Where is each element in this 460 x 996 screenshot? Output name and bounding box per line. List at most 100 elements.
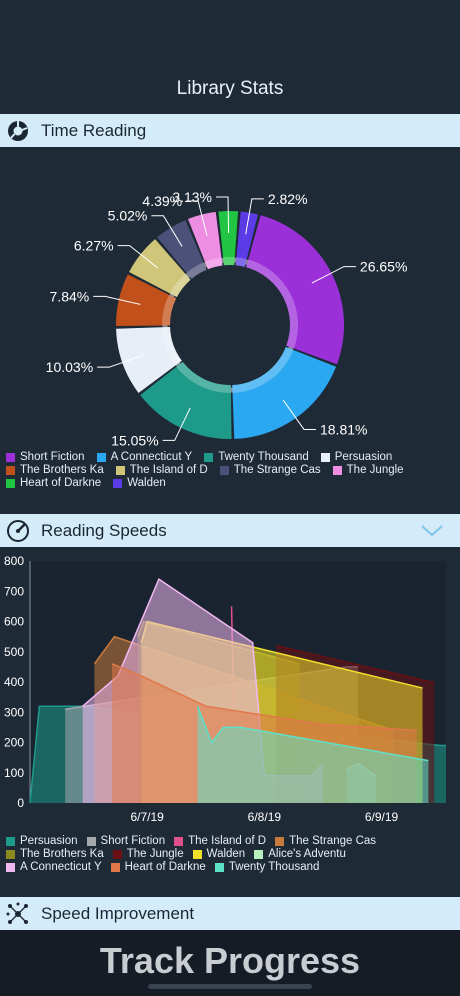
legend-item[interactable]: Persuasion [320, 451, 393, 464]
legend-swatch [6, 837, 15, 846]
legend-label: Walden [127, 477, 166, 489]
legend-label: The Brothers Ka [20, 464, 104, 476]
legend-swatch [6, 453, 15, 462]
pie-label: 15.05% [111, 432, 158, 447]
legend-item[interactable]: Twenty Thousand [204, 451, 309, 464]
legend-item[interactable]: The Jungle [112, 848, 184, 861]
legend-item[interactable]: The Island of D [174, 835, 266, 848]
pie-slice[interactable] [187, 211, 223, 270]
pie-leader-line [245, 198, 264, 235]
legend-swatch [6, 466, 15, 475]
pie-slice-band [246, 259, 298, 349]
pie-label: 3.13% [172, 189, 212, 205]
legend-row: Heart of Darkne Walden [6, 477, 416, 490]
pie-label: 26.65% [360, 259, 407, 275]
y-tick-label: 400 [4, 675, 24, 689]
pie-slice-band [235, 257, 247, 267]
area-series-line [196, 705, 429, 762]
legend-swatch [275, 837, 285, 846]
legend-swatch [6, 863, 15, 872]
legend-swatch [110, 863, 120, 872]
legend-label: A Connecticut Y [20, 861, 102, 873]
legend-item[interactable]: Walden [113, 477, 166, 490]
pie-slice[interactable] [129, 239, 191, 298]
pie-leader-line [93, 295, 141, 305]
legend-item[interactable]: Alice's Adventu [254, 848, 346, 861]
legend-item[interactable]: Short Fiction [6, 451, 85, 464]
section-header-speed-improvement[interactable]: Speed Improvement [0, 897, 460, 930]
legend-item[interactable]: The Strange Cas [275, 835, 376, 848]
pie-label: 4.39% [142, 193, 182, 209]
legend-label: The Strange Cas [289, 835, 377, 847]
legend-item[interactable]: The Jungle [332, 464, 404, 477]
legend-swatch [214, 863, 224, 872]
pie-slice[interactable] [157, 220, 207, 279]
legend-item[interactable]: Walden [192, 848, 245, 861]
pie-leader-line [162, 407, 191, 441]
legend-label: Twenty Thousand [228, 861, 320, 873]
pie-slice[interactable] [218, 211, 239, 266]
pie-slice[interactable] [232, 347, 337, 439]
legend-swatch [96, 453, 106, 462]
pie-slice[interactable] [235, 211, 258, 267]
pie-legend: Short Fiction A Connecticut Y Twenty Thous… [6, 451, 416, 490]
legend-label: Heart of Darkne [124, 861, 206, 873]
legend-swatch [112, 850, 122, 859]
legend-swatch [219, 466, 229, 475]
legend-label: The Jungle [346, 464, 404, 476]
legend-swatch [115, 466, 125, 475]
pie-label: 6.27% [74, 238, 114, 254]
legend-item[interactable]: Short Fiction [86, 835, 165, 848]
legend-item[interactable]: A Connecticut Y [6, 861, 102, 874]
reading-speeds-panel: 0 100 200 300 400 500 600 700 800 6/7/19 6/8/19 6/9… [0, 547, 460, 897]
banner-text: Track Progress [99, 940, 361, 981]
donut-chart: 26.65% 18.81% 15.05% 10.03% 7.84% 6.27% 5.02%4… [46, 189, 408, 447]
legend-item[interactable]: The Brothers Ka [6, 848, 104, 861]
legend-item[interactable]: The Brothers Ka [6, 464, 104, 477]
pie-slice-band [169, 273, 191, 298]
legend-row: Persuasion Short Fiction The Island of D Th… [6, 835, 385, 848]
pie-label: 5.02% [108, 208, 148, 224]
section-title: Time Reading [41, 121, 147, 140]
home-indicator[interactable] [148, 984, 312, 989]
legend-swatch [320, 453, 330, 462]
y-tick-label: 500 [4, 645, 24, 659]
legend-item[interactable]: The Island of D [115, 464, 208, 477]
x-tick-label: 6/7/19 [130, 810, 164, 824]
legend-item[interactable]: The Strange Cas [219, 464, 321, 477]
area-series-line [111, 663, 417, 732]
legend-item[interactable]: Heart of Darkne [110, 861, 206, 874]
section-header-time-reading[interactable]: Time Reading [0, 114, 460, 147]
chevron-down-icon[interactable] [420, 521, 444, 539]
pie-slice-band [186, 262, 207, 279]
legend-swatch [86, 837, 96, 846]
legend-item[interactable]: Heart of Darkne [6, 477, 101, 490]
pie-slice[interactable] [140, 361, 232, 439]
y-tick-label: 700 [4, 584, 24, 598]
time-reading-panel: 26.65% 18.81% 15.05% 10.03% 7.84% 6.27% 5.02% 4… [0, 147, 460, 512]
y-tick-label: 300 [4, 705, 24, 719]
legend-swatch [6, 850, 15, 859]
legend-label: Short Fiction [20, 451, 85, 463]
area-series-line [275, 644, 435, 683]
legend-label: Twenty Thousand [218, 451, 309, 463]
legend-item[interactable]: Persuasion [6, 835, 78, 848]
legend-item[interactable]: Twenty Thousand [214, 861, 320, 874]
legend-item[interactable]: A Connecticut Y [96, 451, 192, 464]
pie-leader-line [311, 266, 356, 284]
legend-swatch [174, 837, 184, 846]
page-title: Library Stats [176, 78, 284, 99]
pie-slice-band [223, 257, 235, 266]
pie-slice[interactable] [246, 215, 344, 365]
pie-slice-band [162, 294, 177, 326]
legend-label: Persuasion [334, 451, 393, 463]
pie-label: 10.03% [46, 359, 93, 375]
pie-leader-line [151, 215, 183, 247]
y-tick-label: 100 [4, 766, 24, 780]
section-header-reading-speeds[interactable]: Reading Speeds [0, 514, 460, 547]
pie-slice[interactable] [116, 326, 182, 393]
legend-row: Short Fiction A Connecticut Y Twenty Thous… [6, 451, 416, 464]
y-tick-label: 0 [17, 796, 24, 810]
network-icon [6, 902, 28, 924]
pie-slice[interactable] [116, 274, 177, 326]
